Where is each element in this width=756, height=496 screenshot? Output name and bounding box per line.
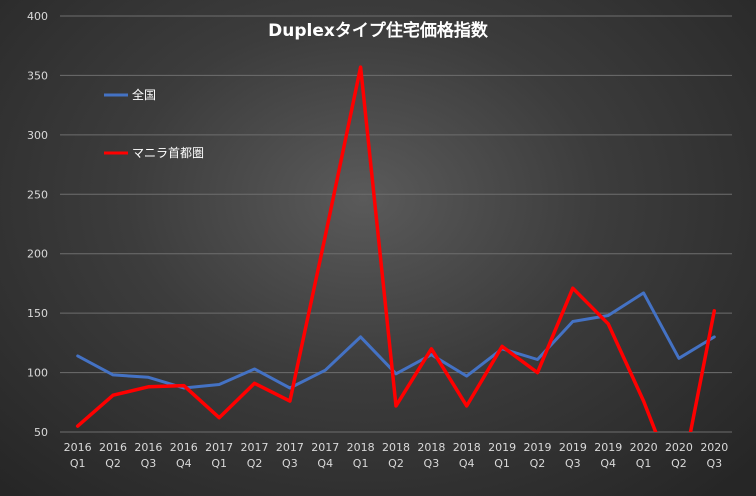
x-tick-label: 2018 Q2 xyxy=(382,441,410,470)
x-tick-label: 2018 Q1 xyxy=(347,441,375,470)
x-tick-label: 2017 Q4 xyxy=(311,441,339,470)
x-tick-label: 2020 Q3 xyxy=(700,441,728,470)
x-tick-label: 2016 Q3 xyxy=(134,441,162,470)
legend-label: 全国 xyxy=(132,87,156,102)
y-tick-label: 100 xyxy=(27,367,48,380)
x-tick-label: 2020 Q2 xyxy=(665,441,693,470)
x-tick-label: 2017 Q3 xyxy=(276,441,304,470)
y-axis-ticks: 50 100 150 200 250 300 350 400 xyxy=(27,10,48,439)
x-tick-label: 2016 Q2 xyxy=(99,441,127,470)
y-tick-label: 300 xyxy=(27,129,48,142)
x-tick-label: 2018 Q4 xyxy=(453,441,481,470)
y-tick-label: 350 xyxy=(27,69,48,82)
gridlines xyxy=(60,15,732,433)
x-tick-label: 2018 Q3 xyxy=(417,441,445,470)
chart-title: Duplexタイプ住宅価格指数 xyxy=(268,20,489,41)
y-tick-label: 150 xyxy=(27,307,48,320)
y-tick-label: 200 xyxy=(27,248,48,261)
x-tick-label: 2019 Q3 xyxy=(559,441,587,470)
x-tick-label: 2016 Q1 xyxy=(64,441,92,470)
x-tick-label: 2017 Q1 xyxy=(205,441,233,470)
y-tick-label: 50 xyxy=(34,426,48,439)
legend-label: マニラ首都圏 xyxy=(132,146,204,160)
x-tick-label: 2020 Q1 xyxy=(630,441,658,470)
y-tick-label: 250 xyxy=(27,188,48,201)
series-line-1 xyxy=(76,291,716,390)
y-tick-label: 400 xyxy=(27,10,48,23)
series-lines xyxy=(75,65,717,432)
x-tick-label: 2019 Q4 xyxy=(594,441,622,470)
x-tick-label: 2019 Q1 xyxy=(488,441,516,470)
x-tick-label: 2019 Q2 xyxy=(523,441,551,470)
x-tick-label: 2017 Q2 xyxy=(241,441,269,470)
x-tick-label: 2016 Q4 xyxy=(170,441,198,470)
series-line-2 xyxy=(75,65,717,432)
